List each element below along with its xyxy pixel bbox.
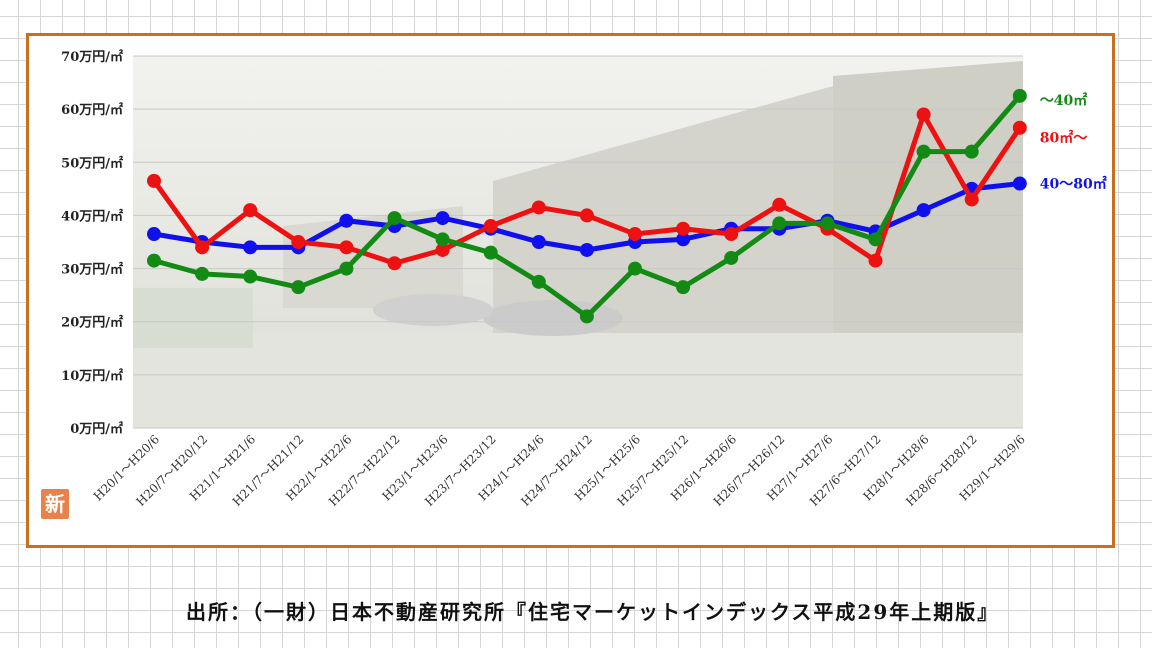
y-tick-label: 0万円/㎡ — [70, 421, 123, 437]
source-caption: 出所：（一財）日本不動産研究所『住宅マーケットインデックス平成29年上期版』 — [186, 600, 1000, 624]
data-point — [1012, 176, 1027, 191]
data-point — [339, 240, 354, 255]
data-point — [483, 219, 498, 234]
chart-frame: 0万円/㎡ 10万円/㎡ 20万円/㎡ 30万円/㎡ 40万円/㎡ 50万円/㎡ 60万円/… — [26, 33, 1115, 548]
data-point — [147, 173, 161, 188]
data-point — [435, 232, 450, 247]
data-point — [291, 280, 306, 295]
data-point — [1012, 88, 1027, 103]
y-tick-label: 10万円/㎡ — [61, 368, 123, 384]
data-point — [387, 256, 402, 271]
y-tick-label: 20万円/㎡ — [61, 315, 123, 331]
data-point — [195, 266, 210, 281]
parking-lot — [133, 333, 1023, 428]
data-point — [772, 216, 787, 231]
data-point — [820, 216, 835, 231]
data-point — [579, 309, 594, 324]
series-label: 40～80㎡ — [1040, 176, 1107, 193]
data-point — [628, 261, 642, 276]
series-label: 80㎡～ — [1040, 130, 1087, 147]
data-point — [339, 213, 354, 228]
data-point — [724, 250, 739, 265]
data-point — [531, 200, 546, 215]
parked-car — [373, 294, 493, 326]
data-point — [531, 235, 546, 249]
data-point — [579, 242, 594, 257]
data-point — [772, 197, 787, 212]
new-badge: 新 — [41, 489, 69, 519]
y-tick-label: 30万円/㎡ — [61, 262, 123, 278]
data-point — [435, 242, 450, 257]
data-point — [916, 203, 931, 218]
data-point — [291, 235, 306, 249]
data-point — [579, 208, 594, 223]
data-point — [387, 211, 402, 226]
y-tick-label: 50万円/㎡ — [61, 155, 123, 171]
data-point — [531, 274, 546, 289]
data-point — [435, 211, 450, 226]
data-point — [676, 232, 691, 247]
data-point — [628, 227, 642, 242]
y-tick-label: 70万円/㎡ — [61, 49, 123, 65]
data-point — [1012, 120, 1027, 135]
data-point — [147, 253, 161, 268]
data-point — [916, 107, 931, 122]
data-point — [243, 240, 258, 255]
y-tick-label: 40万円/㎡ — [61, 208, 123, 224]
trees — [133, 288, 253, 348]
data-point — [676, 280, 691, 295]
data-point — [868, 253, 883, 268]
data-point — [195, 240, 210, 255]
data-point — [676, 221, 691, 236]
data-point — [483, 245, 498, 260]
background-photo — [133, 56, 1023, 428]
data-point — [964, 192, 979, 207]
data-point — [243, 269, 258, 284]
data-point — [243, 203, 258, 218]
building-center — [493, 86, 833, 333]
building-right — [833, 61, 1023, 333]
data-point — [868, 232, 883, 247]
parked-car — [483, 300, 623, 336]
series-label: ～40㎡ — [1040, 92, 1087, 109]
data-point — [147, 227, 161, 242]
data-point — [339, 261, 354, 276]
data-point — [916, 144, 931, 159]
y-tick-label: 60万円/㎡ — [61, 102, 123, 118]
line-chart: 0万円/㎡ 10万円/㎡ 20万円/㎡ 30万円/㎡ 40万円/㎡ 50万円/㎡ 60万円/… — [61, 49, 1107, 509]
data-point — [964, 144, 979, 159]
data-point — [724, 227, 739, 242]
